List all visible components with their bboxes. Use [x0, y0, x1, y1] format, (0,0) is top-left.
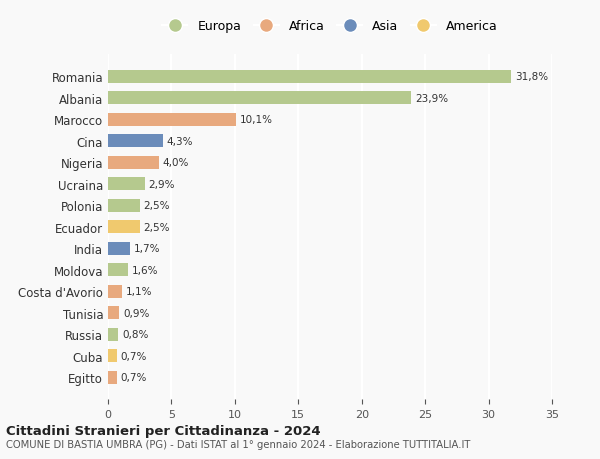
- Bar: [108, 199, 140, 212]
- Text: COMUNE DI BASTIA UMBRA (PG) - Dati ISTAT al 1° gennaio 2024 - Elaborazione TUTTI: COMUNE DI BASTIA UMBRA (PG) - Dati ISTAT…: [6, 440, 470, 449]
- Bar: [108, 371, 117, 384]
- Bar: [108, 113, 236, 127]
- Bar: [108, 92, 411, 105]
- Bar: [108, 135, 163, 148]
- Bar: [108, 328, 118, 341]
- Text: 0,7%: 0,7%: [121, 351, 147, 361]
- Text: 10,1%: 10,1%: [240, 115, 273, 125]
- Bar: [108, 242, 130, 255]
- Text: 23,9%: 23,9%: [415, 94, 448, 104]
- Bar: [108, 71, 511, 84]
- Text: 1,7%: 1,7%: [133, 244, 160, 254]
- Bar: [108, 263, 128, 276]
- Bar: [108, 157, 159, 169]
- Bar: [108, 349, 117, 362]
- Bar: [108, 178, 145, 191]
- Text: 1,6%: 1,6%: [132, 265, 158, 275]
- Text: 1,1%: 1,1%: [126, 286, 152, 297]
- Bar: [108, 285, 122, 298]
- Text: 4,0%: 4,0%: [163, 158, 189, 168]
- Text: 0,9%: 0,9%: [123, 308, 149, 318]
- Text: 2,5%: 2,5%: [143, 222, 170, 232]
- Text: 31,8%: 31,8%: [515, 72, 548, 82]
- Text: 4,3%: 4,3%: [166, 136, 193, 146]
- Bar: [108, 221, 140, 234]
- Text: 0,8%: 0,8%: [122, 330, 148, 339]
- Text: 2,5%: 2,5%: [143, 201, 170, 211]
- Text: 2,9%: 2,9%: [149, 179, 175, 189]
- Bar: [108, 307, 119, 319]
- Text: Cittadini Stranieri per Cittadinanza - 2024: Cittadini Stranieri per Cittadinanza - 2…: [6, 424, 320, 437]
- Legend: Europa, Africa, Asia, America: Europa, Africa, Asia, America: [158, 17, 502, 37]
- Text: 0,7%: 0,7%: [121, 372, 147, 382]
